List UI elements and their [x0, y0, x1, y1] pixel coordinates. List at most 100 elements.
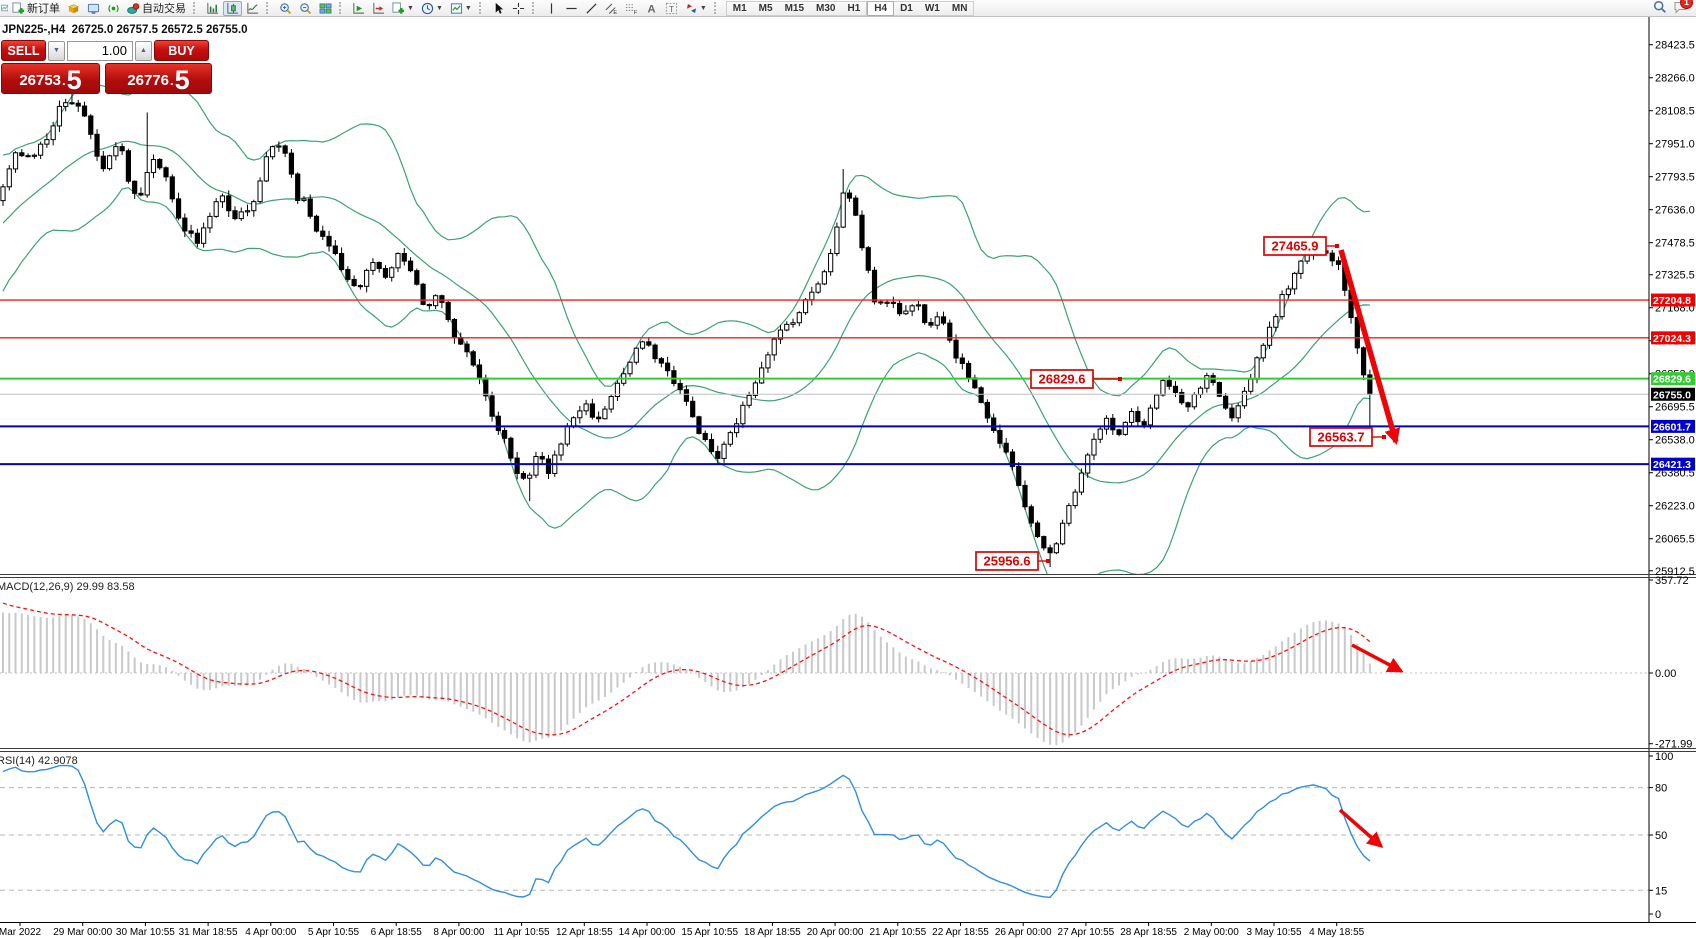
tab-m15[interactable]: M15 — [784, 2, 805, 14]
svg-text:29 Mar 00:00: 29 Mar 00:00 — [53, 927, 112, 938]
sell-button[interactable]: SELL — [1, 40, 46, 61]
crosshair-icon — [512, 2, 524, 14]
svg-text:26695.5: 26695.5 — [1655, 402, 1695, 414]
chat-icon[interactable]: 1 — [1673, 0, 1693, 17]
fibonacci-icon: F — [625, 3, 638, 15]
text-button[interactable]: A — [642, 1, 661, 16]
market-watch-button[interactable] — [64, 1, 83, 16]
sell-price-display[interactable]: 26753. 5 — [1, 63, 100, 94]
gold-box-icon — [68, 3, 79, 13]
volume-increase-button[interactable]: ▲ — [135, 40, 152, 61]
timeframe-toolbar: M1 M5 M15 M30 H1 H4 D1 W1 MN — [725, 0, 975, 16]
svg-text:357.72: 357.72 — [1655, 575, 1689, 587]
chart-window-icon[interactable] — [0, 1, 8, 16]
price-badges: 27204.8 27024.3 26829.6 26755.0 26601.7 26421… — [1651, 293, 1695, 471]
tile-windows-button[interactable] — [316, 1, 335, 16]
text-label-button[interactable]: T — [662, 1, 681, 16]
fibonacci-button[interactable]: F — [622, 1, 641, 16]
buy-button[interactable]: BUY — [154, 40, 209, 61]
zoom-in-button[interactable] — [276, 1, 295, 16]
trend-arrows — [1338, 249, 1404, 848]
horizontal-line-button[interactable] — [562, 1, 581, 16]
templates-button[interactable]: ▼ — [447, 1, 475, 16]
terminal-button[interactable] — [84, 1, 103, 16]
zoom-in-icon — [280, 2, 292, 14]
price-callouts: 27465.9 26829.6 26563.7 25956.6 — [975, 236, 1386, 571]
text-label-icon: T — [665, 2, 677, 14]
vertical-line-button[interactable] — [542, 1, 561, 16]
chart-shift-icon — [373, 2, 385, 14]
bollinger-bands — [2, 82, 1370, 575]
search-icon[interactable] — [1653, 0, 1667, 17]
tab-d1[interactable]: D1 — [900, 2, 913, 14]
svg-text:25956.6: 25956.6 — [984, 554, 1031, 569]
svg-text:3 May 10:55: 3 May 10:55 — [1246, 927, 1301, 938]
svg-text:15: 15 — [1655, 885, 1667, 897]
svg-text:28108.5: 28108.5 — [1655, 106, 1695, 118]
buy-price-pips: 5 — [174, 65, 190, 95]
new-order-icon — [12, 1, 25, 14]
volume-decrease-button[interactable]: ▼ — [48, 40, 65, 61]
svg-text:22 Apr 18:55: 22 Apr 18:55 — [932, 927, 989, 938]
toolbar-grip — [713, 2, 721, 14]
candlestick-button[interactable] — [223, 0, 242, 16]
equidistant-channel-button[interactable]: E — [602, 1, 621, 16]
line-chart-button[interactable] — [243, 1, 262, 16]
trendline-button[interactable] — [582, 1, 601, 16]
notification-badge: 1 — [1680, 0, 1693, 9]
svg-text:A: A — [647, 3, 655, 14]
new-order-button[interactable]: 新订单 — [9, 1, 63, 16]
volume-input[interactable] — [67, 40, 133, 61]
horizontal-lines — [0, 299, 1649, 466]
svg-text:27793.5: 27793.5 — [1655, 172, 1695, 184]
tab-mn[interactable]: MN — [951, 2, 968, 14]
svg-text:21 Apr 10:55: 21 Apr 10:55 — [869, 927, 926, 938]
signal-button[interactable] — [104, 1, 123, 16]
tab-m1[interactable]: M1 — [732, 2, 747, 14]
tab-h1[interactable]: H1 — [847, 2, 861, 14]
svg-text:26380.5: 26380.5 — [1655, 468, 1695, 480]
channel-icon: E — [605, 2, 617, 15]
tab-h4[interactable]: H4 — [867, 0, 895, 16]
indicators-button[interactable]: ▼ — [389, 1, 417, 16]
main-toolbar: 新订单 自动交易 ▼ ▼ — [0, 0, 1696, 17]
tab-m30[interactable]: M30 — [816, 2, 836, 14]
sell-price-pips: 5 — [66, 65, 82, 95]
autotrade-button[interactable]: 自动交易 — [124, 1, 189, 16]
cursor-button[interactable] — [489, 1, 508, 16]
svg-text:4 May 18:55: 4 May 18:55 — [1309, 927, 1364, 938]
svg-text:27951.0: 27951.0 — [1655, 139, 1695, 151]
svg-text:26563.7: 26563.7 — [1318, 430, 1365, 445]
candlestick-icon — [227, 2, 239, 14]
buy-price-dot: . — [170, 73, 174, 88]
svg-text:28266.0: 28266.0 — [1655, 73, 1695, 85]
tab-m5[interactable]: M5 — [758, 2, 773, 14]
panel-frames — [0, 17, 1696, 923]
zoom-out-button[interactable] — [296, 1, 315, 16]
svg-text:27 Apr 10:55: 27 Apr 10:55 — [1058, 927, 1115, 938]
chevron-down-icon: ▼ — [464, 4, 472, 12]
periods-button[interactable]: ▼ — [418, 1, 446, 16]
svg-text:-271.99: -271.99 — [1655, 739, 1692, 751]
arrows-tool-button[interactable]: ▼ — [682, 1, 710, 16]
toolbar-grip — [339, 2, 346, 14]
chart-canvas[interactable]: 28423.5 28266.0 28108.5 27951.0 27793.5 27636… — [0, 17, 1696, 938]
auto-scroll-button[interactable] — [349, 1, 368, 16]
chevron-down-icon: ▼ — [699, 4, 707, 12]
bar-chart-button[interactable] — [203, 1, 222, 16]
macd-panel — [0, 602, 1649, 746]
crosshair-button[interactable] — [509, 1, 528, 16]
chart-area: 28423.5 28266.0 28108.5 27951.0 27793.5 27636… — [0, 17, 1696, 938]
tab-w1[interactable]: W1 — [924, 2, 940, 14]
svg-text:26223.0: 26223.0 — [1655, 501, 1695, 513]
zoom-out-icon — [300, 2, 312, 14]
svg-text:5 Apr 10:55: 5 Apr 10:55 — [308, 927, 360, 938]
chart-shift-button[interactable] — [369, 1, 388, 16]
auto-scroll-icon — [353, 2, 365, 14]
cursor-icon — [495, 2, 503, 14]
autotrade-icon — [127, 2, 140, 14]
toolbar-grip — [266, 2, 273, 14]
svg-text:26829.6: 26829.6 — [1653, 374, 1691, 386]
svg-text:28 Apr 18:55: 28 Apr 18:55 — [1120, 927, 1177, 938]
buy-price-display[interactable]: 26776. 5 — [105, 63, 212, 94]
